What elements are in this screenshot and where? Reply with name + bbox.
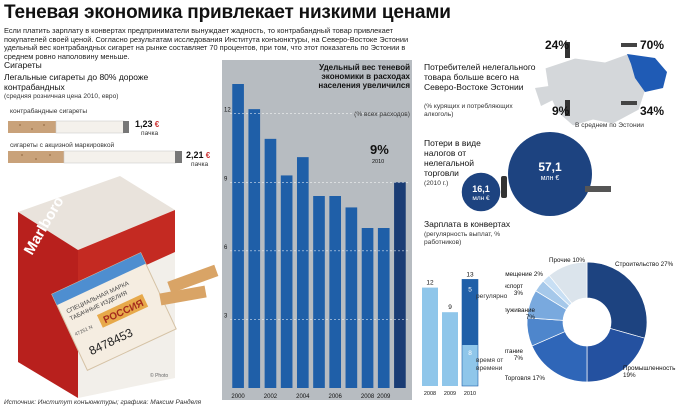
x-tick-label: 2000 bbox=[231, 394, 245, 400]
intro-text: Если платить зарплату в конвертах предпр… bbox=[4, 26, 409, 61]
contraband-cigarette-icon bbox=[8, 120, 129, 134]
x-tick-label: 2006 bbox=[329, 394, 343, 400]
shadow-chart-note: (% всех расходов) bbox=[354, 111, 410, 118]
shadow-bar-2003 bbox=[280, 175, 293, 388]
x-tick-label: 2002 bbox=[264, 394, 278, 400]
alcohol-loss-unit: млн € bbox=[472, 195, 490, 202]
envelope-x-label: 2008 bbox=[424, 391, 436, 397]
donut-label: Размещение 2% bbox=[505, 271, 543, 278]
shadow-bar-2009 bbox=[377, 228, 390, 388]
cigarette-icon-3 bbox=[585, 186, 611, 192]
average-label: В среднем по Эстонии bbox=[575, 122, 644, 129]
envelope-heading: Зарплата в конвертах bbox=[424, 219, 511, 229]
shadow-last-year: 2010 bbox=[372, 159, 384, 165]
bottle-icon bbox=[565, 42, 570, 58]
donut-label: Торговля 17% bbox=[505, 375, 545, 382]
donut-label: Прочие 10% bbox=[549, 257, 585, 264]
envelope-segment-label: 5 bbox=[468, 286, 472, 293]
consumers-heading: Потребителей нелегального товара больше … bbox=[424, 62, 536, 92]
cigarettes-note: (средняя розничная цена 2010, евро) bbox=[4, 93, 119, 100]
consumers-note: (% курящих и потребляющих алкоголь) bbox=[424, 103, 513, 118]
shadow-bar-2005 bbox=[313, 196, 325, 388]
y-tick-label: 3 bbox=[224, 313, 228, 319]
envelope-x-label: 2009 bbox=[444, 391, 456, 397]
envelope-total-label: 9 bbox=[448, 304, 452, 311]
donut-label: Транспорт bbox=[505, 283, 523, 290]
envelope-segment-label: 8 bbox=[468, 350, 472, 357]
envelope-total-label: 13 bbox=[466, 271, 474, 278]
legend-regular: регулярно bbox=[476, 293, 508, 300]
shadow-economy-chart: 3 6 9 12 2000 2002 2004 2006 2008 2009 9% 2010 bbox=[222, 60, 412, 400]
bottle-icon-2 bbox=[565, 100, 570, 116]
x-tick-label: 2004 bbox=[296, 394, 310, 400]
shadow-bar-2004 bbox=[296, 157, 309, 388]
donut-slice-7 bbox=[548, 261, 588, 304]
envelope-bar-regular-2008 bbox=[422, 287, 438, 386]
alcohol-loss-value: 16,1 bbox=[472, 184, 490, 194]
envelope-x-label: 2010 bbox=[464, 391, 476, 397]
tobacco-loss-value: 57,1 bbox=[538, 160, 562, 174]
cig-ne-value: 70% bbox=[640, 38, 665, 52]
cig-avg-value: 24% bbox=[545, 38, 570, 52]
shadow-bar-2000 bbox=[232, 84, 244, 388]
x-tick-label: 2008 bbox=[361, 394, 375, 400]
shadow-chart-heading: Удельный вес теневой экономики в расхода… bbox=[318, 63, 410, 91]
cigarettes-heading: Сигареты bbox=[4, 60, 42, 70]
cigarettes-subheading: Легальные сигареты до 80% дороже контраб… bbox=[4, 72, 149, 92]
losses-heading: Потери в виде налогов от нелегальной тор… bbox=[424, 138, 481, 178]
donut-label: Строительство 27% bbox=[615, 261, 674, 268]
x-tick-label: 2009 bbox=[377, 394, 391, 400]
losses-note: (2010 г.) bbox=[424, 180, 449, 187]
donut-label: Прочее обслуживание bbox=[505, 306, 535, 314]
shadow-last-value: 9% bbox=[370, 142, 389, 157]
alc-avg-value: 9% bbox=[552, 104, 570, 118]
alc-ne-value: 34% bbox=[640, 104, 665, 118]
cigarette-small-icon-2 bbox=[621, 101, 637, 105]
envelope-bar-occasional-2010 bbox=[462, 279, 478, 345]
contraband-price: 1,23 € bbox=[135, 119, 160, 129]
donut-label: 7% bbox=[514, 355, 524, 362]
donut-label: Промышленность bbox=[623, 365, 676, 372]
envelope-bar-regular-2009 bbox=[442, 312, 458, 386]
donut-label: Питание bbox=[505, 348, 523, 355]
donut-label: 7% bbox=[526, 314, 536, 321]
excise-label: сигареты с акцизной маркировкой bbox=[10, 142, 115, 149]
page-title: Теневая экономика привлекает низкими цен… bbox=[4, 2, 451, 23]
shadow-bar-2010 bbox=[394, 182, 406, 388]
legend-occasional: время от времени bbox=[476, 357, 504, 372]
shadow-bar-2002 bbox=[264, 138, 277, 388]
envelope-total-label: 12 bbox=[426, 280, 434, 287]
envelope-note: (регулярность выплат, % работников) bbox=[424, 231, 501, 246]
losses-bubbles bbox=[460, 132, 611, 216]
excise-cigarette-icon bbox=[8, 150, 182, 164]
excise-price: 2,21 € bbox=[186, 150, 211, 160]
envelope-bar-chart: 12 2008 9 2009 13 2010 5 8 bbox=[422, 271, 479, 397]
donut-slice-1 bbox=[586, 328, 646, 383]
shadow-bar-2006 bbox=[329, 196, 342, 388]
shadow-bar-2001 bbox=[248, 109, 261, 388]
donut-slice-0 bbox=[586, 261, 648, 339]
source-note: Источник: Институт конъюнктуры; графика:… bbox=[4, 399, 202, 406]
donut-label: 19% bbox=[623, 372, 636, 379]
envelope-bar-regular-2010 bbox=[462, 345, 478, 386]
estonia-map bbox=[535, 42, 668, 127]
excise-unit: пачка bbox=[191, 161, 209, 168]
y-tick-label: 12 bbox=[224, 108, 231, 114]
donut-label: 3% bbox=[514, 290, 524, 297]
tobacco-loss-unit: млн € bbox=[540, 175, 560, 182]
shadow-bar-2008 bbox=[361, 228, 374, 388]
contraband-label: контрабандные сигареты bbox=[10, 108, 88, 115]
contraband-unit: пачка bbox=[141, 130, 159, 137]
y-tick-label: 6 bbox=[224, 245, 228, 251]
bottle-icon-3 bbox=[501, 176, 507, 198]
photo-credit: © Photo bbox=[150, 372, 168, 379]
cigarette-pack-illustration: Marlboro СПЕЦИАЛЬНАЯ МАРКА ТАБАЧНЫЕ ИЗДЕ… bbox=[18, 176, 219, 398]
y-tick-label: 9 bbox=[224, 176, 228, 182]
shadow-bar-2007 bbox=[345, 207, 358, 388]
cigarette-small-icon bbox=[621, 43, 637, 47]
